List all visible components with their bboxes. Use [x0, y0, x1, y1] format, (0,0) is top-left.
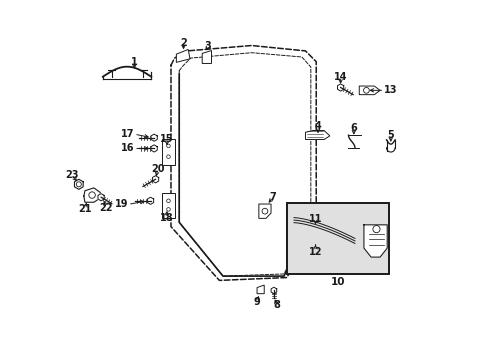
Polygon shape — [83, 188, 100, 202]
Polygon shape — [147, 197, 153, 204]
Text: 5: 5 — [386, 130, 393, 140]
Text: 22: 22 — [100, 203, 113, 213]
Text: 20: 20 — [151, 164, 164, 174]
Polygon shape — [337, 84, 343, 91]
Text: 21: 21 — [78, 204, 91, 214]
Text: 18: 18 — [159, 213, 173, 222]
Text: 8: 8 — [273, 300, 280, 310]
Polygon shape — [152, 176, 158, 183]
Polygon shape — [305, 131, 329, 139]
Text: 3: 3 — [204, 41, 211, 51]
Polygon shape — [202, 50, 211, 63]
Polygon shape — [176, 49, 190, 62]
Text: 11: 11 — [308, 214, 322, 224]
Polygon shape — [98, 194, 104, 201]
Text: 16: 16 — [121, 143, 134, 153]
Polygon shape — [363, 225, 386, 257]
Text: 15: 15 — [160, 134, 173, 144]
Polygon shape — [151, 145, 157, 152]
Bar — [162, 139, 174, 165]
Text: 23: 23 — [65, 170, 78, 180]
Polygon shape — [74, 179, 83, 189]
Text: 12: 12 — [308, 247, 322, 257]
Text: 19: 19 — [114, 199, 128, 210]
Text: 1: 1 — [131, 57, 138, 67]
Polygon shape — [257, 285, 264, 294]
Text: 4: 4 — [314, 121, 321, 131]
Bar — [286, 203, 388, 274]
Text: 14: 14 — [333, 72, 346, 82]
Polygon shape — [359, 86, 379, 95]
Polygon shape — [151, 134, 157, 141]
Polygon shape — [270, 287, 276, 294]
Bar — [162, 193, 174, 218]
Text: 6: 6 — [350, 123, 357, 133]
Text: 13: 13 — [384, 85, 397, 95]
Text: 17: 17 — [121, 129, 134, 139]
Text: 2: 2 — [180, 38, 186, 48]
Text: 7: 7 — [269, 192, 276, 202]
Text: 9: 9 — [253, 297, 260, 307]
Text: 10: 10 — [330, 277, 344, 287]
Polygon shape — [258, 204, 270, 219]
